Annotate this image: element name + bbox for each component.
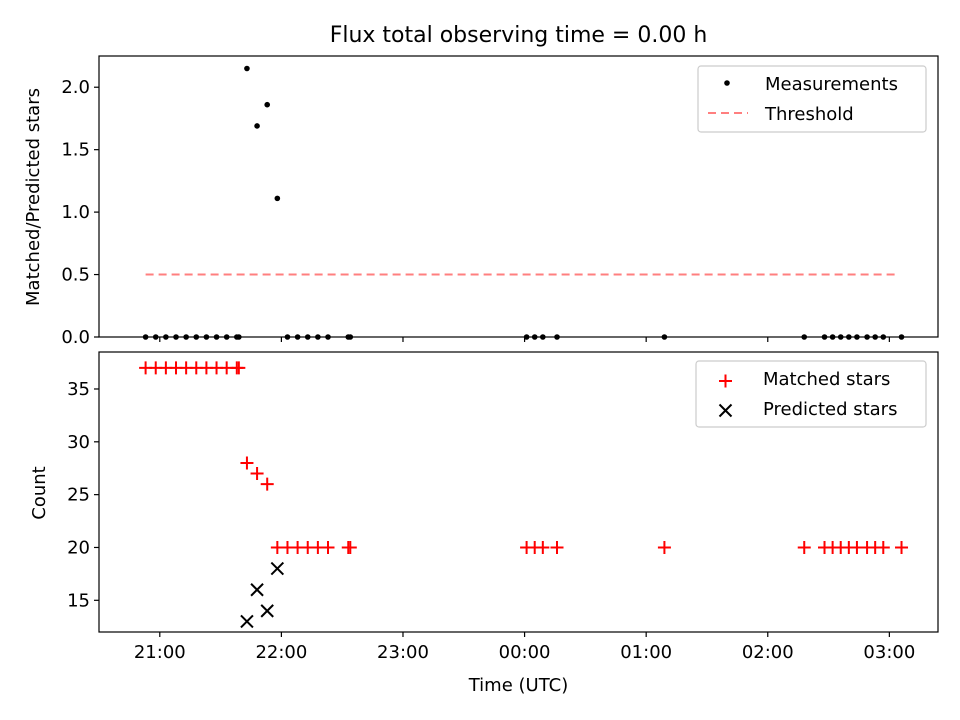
matched-stars-point <box>895 540 909 554</box>
legend-measurements-label: Measurements <box>765 74 898 95</box>
top-y-tick-label: 0.0 <box>61 327 90 348</box>
x-tick-label: 00:00 <box>499 642 551 663</box>
x-tick-label: 21:00 <box>134 642 186 663</box>
matched-stars-point <box>260 477 274 491</box>
bottom-y-tick-label: 35 <box>67 379 90 400</box>
top-y-tick-label: 1.5 <box>61 140 90 161</box>
predicted-stars-point <box>250 583 264 597</box>
x-tick-label: 01:00 <box>620 642 672 663</box>
top-y-tick-label: 1.0 <box>61 202 90 223</box>
chart-title: Flux total observing time = 0.00 h <box>330 23 708 48</box>
bottom-y-tick-label: 20 <box>67 537 90 558</box>
matched-stars-point <box>232 361 246 375</box>
legend-matched-label: Matched stars <box>763 369 890 390</box>
bottom-y-tick-label: 15 <box>67 590 90 611</box>
legend-predicted-marker <box>718 403 733 418</box>
matched-stars-point <box>550 540 564 554</box>
matched-stars-point <box>876 540 890 554</box>
matched-stars-point <box>797 540 811 554</box>
matched-stars-point <box>250 467 264 481</box>
x-axis-label: Time (UTC) <box>468 675 569 696</box>
matched-stars-point <box>657 540 671 554</box>
bottom-legend: Matched stars Predicted stars <box>695 360 927 428</box>
bottom-axes-frame <box>98 351 939 633</box>
top-axes-frame <box>98 55 939 338</box>
top-legend-frame <box>697 65 927 133</box>
measurement-point <box>264 101 271 108</box>
bottom-y-tick-label: 30 <box>67 432 90 453</box>
legend-threshold-label: Threshold <box>764 104 854 125</box>
x-tick-label: 22:00 <box>255 642 307 663</box>
matched-stars-point <box>343 540 357 554</box>
x-tick-label: 23:00 <box>377 642 429 663</box>
predicted-stars-point <box>240 614 254 629</box>
top-y-tick-label: 2.0 <box>61 77 90 98</box>
matched-stars-point <box>536 540 550 554</box>
bottom-y-tick-label: 25 <box>67 485 90 506</box>
legend-measurements-marker <box>724 80 730 86</box>
measurement-point <box>274 195 281 202</box>
top-y-tick-label: 0.5 <box>61 265 90 286</box>
bottom-y-axis-label: Count <box>29 466 50 519</box>
top-legend: Measurements Threshold <box>697 65 927 133</box>
x-tick-label: 03:00 <box>863 642 915 663</box>
matched-stars-point <box>240 456 254 470</box>
top-panel-matched-predicted-ratio: 0.0 0.5 1.0 1.5 2.0 <box>61 55 939 348</box>
legend-predicted-label: Predicted stars <box>763 399 897 420</box>
top-y-axis-label: Matched/Predicted stars <box>23 88 44 306</box>
x-tick-label: 02:00 <box>742 642 794 663</box>
legend-matched-marker <box>719 374 732 388</box>
measurement-point <box>244 65 250 72</box>
predicted-stars-point <box>260 604 274 618</box>
bottom-legend-frame <box>695 360 927 428</box>
predicted-stars-point <box>270 561 285 576</box>
matched-stars-point <box>321 540 335 554</box>
bottom-panel-star-counts: 15 20 25 30 35 21:00 22:00 23:00 00:00 01:00 02:00… <box>67 351 939 663</box>
measurement-point <box>254 123 260 129</box>
